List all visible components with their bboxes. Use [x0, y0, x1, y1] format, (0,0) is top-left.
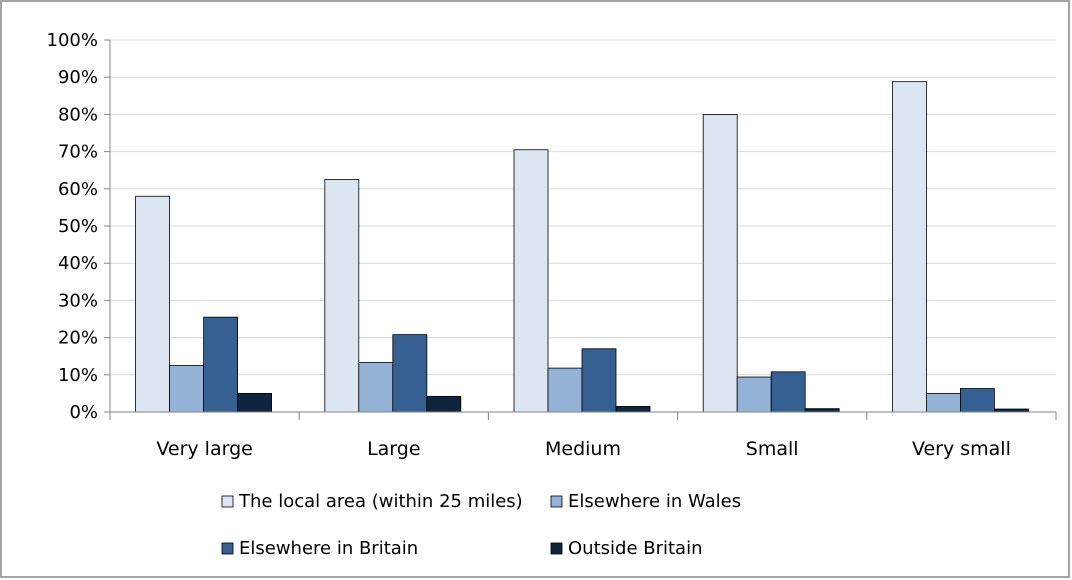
x-axis-category-labels: Very large Large Medium Small Very small [156, 438, 1010, 460]
x-category-label: Very small [912, 438, 1011, 460]
y-tick-label: 90% [58, 67, 98, 88]
x-category-label: Large [367, 438, 420, 460]
bar [804, 408, 840, 413]
bar [513, 149, 549, 413]
legend-swatch [550, 542, 563, 555]
bar [736, 376, 772, 413]
bar [135, 195, 171, 413]
legend-item: Elsewhere in Wales [550, 491, 741, 512]
bar [581, 348, 617, 413]
bar [426, 395, 462, 413]
y-tick-label: 40% [58, 253, 98, 274]
bar [615, 406, 651, 413]
bar [392, 334, 428, 413]
bar [702, 114, 738, 413]
bars [135, 81, 1029, 413]
y-tick-label: 100% [47, 30, 98, 51]
legend-label: The local area (within 25 miles) [238, 491, 523, 512]
legend-label: Outside Britain [568, 538, 702, 559]
bar [237, 392, 273, 413]
x-category-label: Medium [545, 438, 621, 460]
y-tick-label: 50% [58, 216, 98, 237]
x-category-label: Small [746, 438, 799, 460]
y-tick-label: 0% [69, 402, 98, 423]
bar [169, 365, 205, 413]
y-tick-label: 10% [58, 365, 98, 386]
y-tick-label: 70% [58, 142, 98, 163]
bar [203, 316, 239, 413]
y-tick-label: 20% [58, 328, 98, 349]
legend-swatch [550, 495, 563, 508]
y-tick-label: 80% [58, 104, 98, 125]
legend-swatch [221, 495, 234, 508]
bar [926, 392, 961, 413]
legend-label: Elsewhere in Britain [239, 538, 418, 559]
y-tick-label: 60% [58, 179, 98, 200]
bar [892, 81, 927, 413]
legend-swatch [221, 542, 234, 555]
legend-item: Outside Britain [550, 538, 702, 559]
legend-label: Elsewhere in Wales [568, 491, 741, 512]
axes [109, 40, 1057, 420]
legend-item: The local area (within 25 miles) [221, 491, 523, 512]
legend: The local area (within 25 miles) Elsewher… [221, 491, 741, 559]
bar [547, 367, 583, 413]
legend-item: Elsewhere in Britain [221, 538, 418, 559]
y-tick-label: 30% [58, 290, 98, 311]
y-axis-tick-labels: 0% 10% 20% 30% 40% 50% 60% 70% 80% 90% 100% [47, 30, 98, 423]
bar [770, 371, 806, 413]
bar [960, 388, 995, 413]
x-category-label: Very large [156, 438, 252, 460]
bar [358, 362, 394, 413]
bar [324, 179, 360, 413]
